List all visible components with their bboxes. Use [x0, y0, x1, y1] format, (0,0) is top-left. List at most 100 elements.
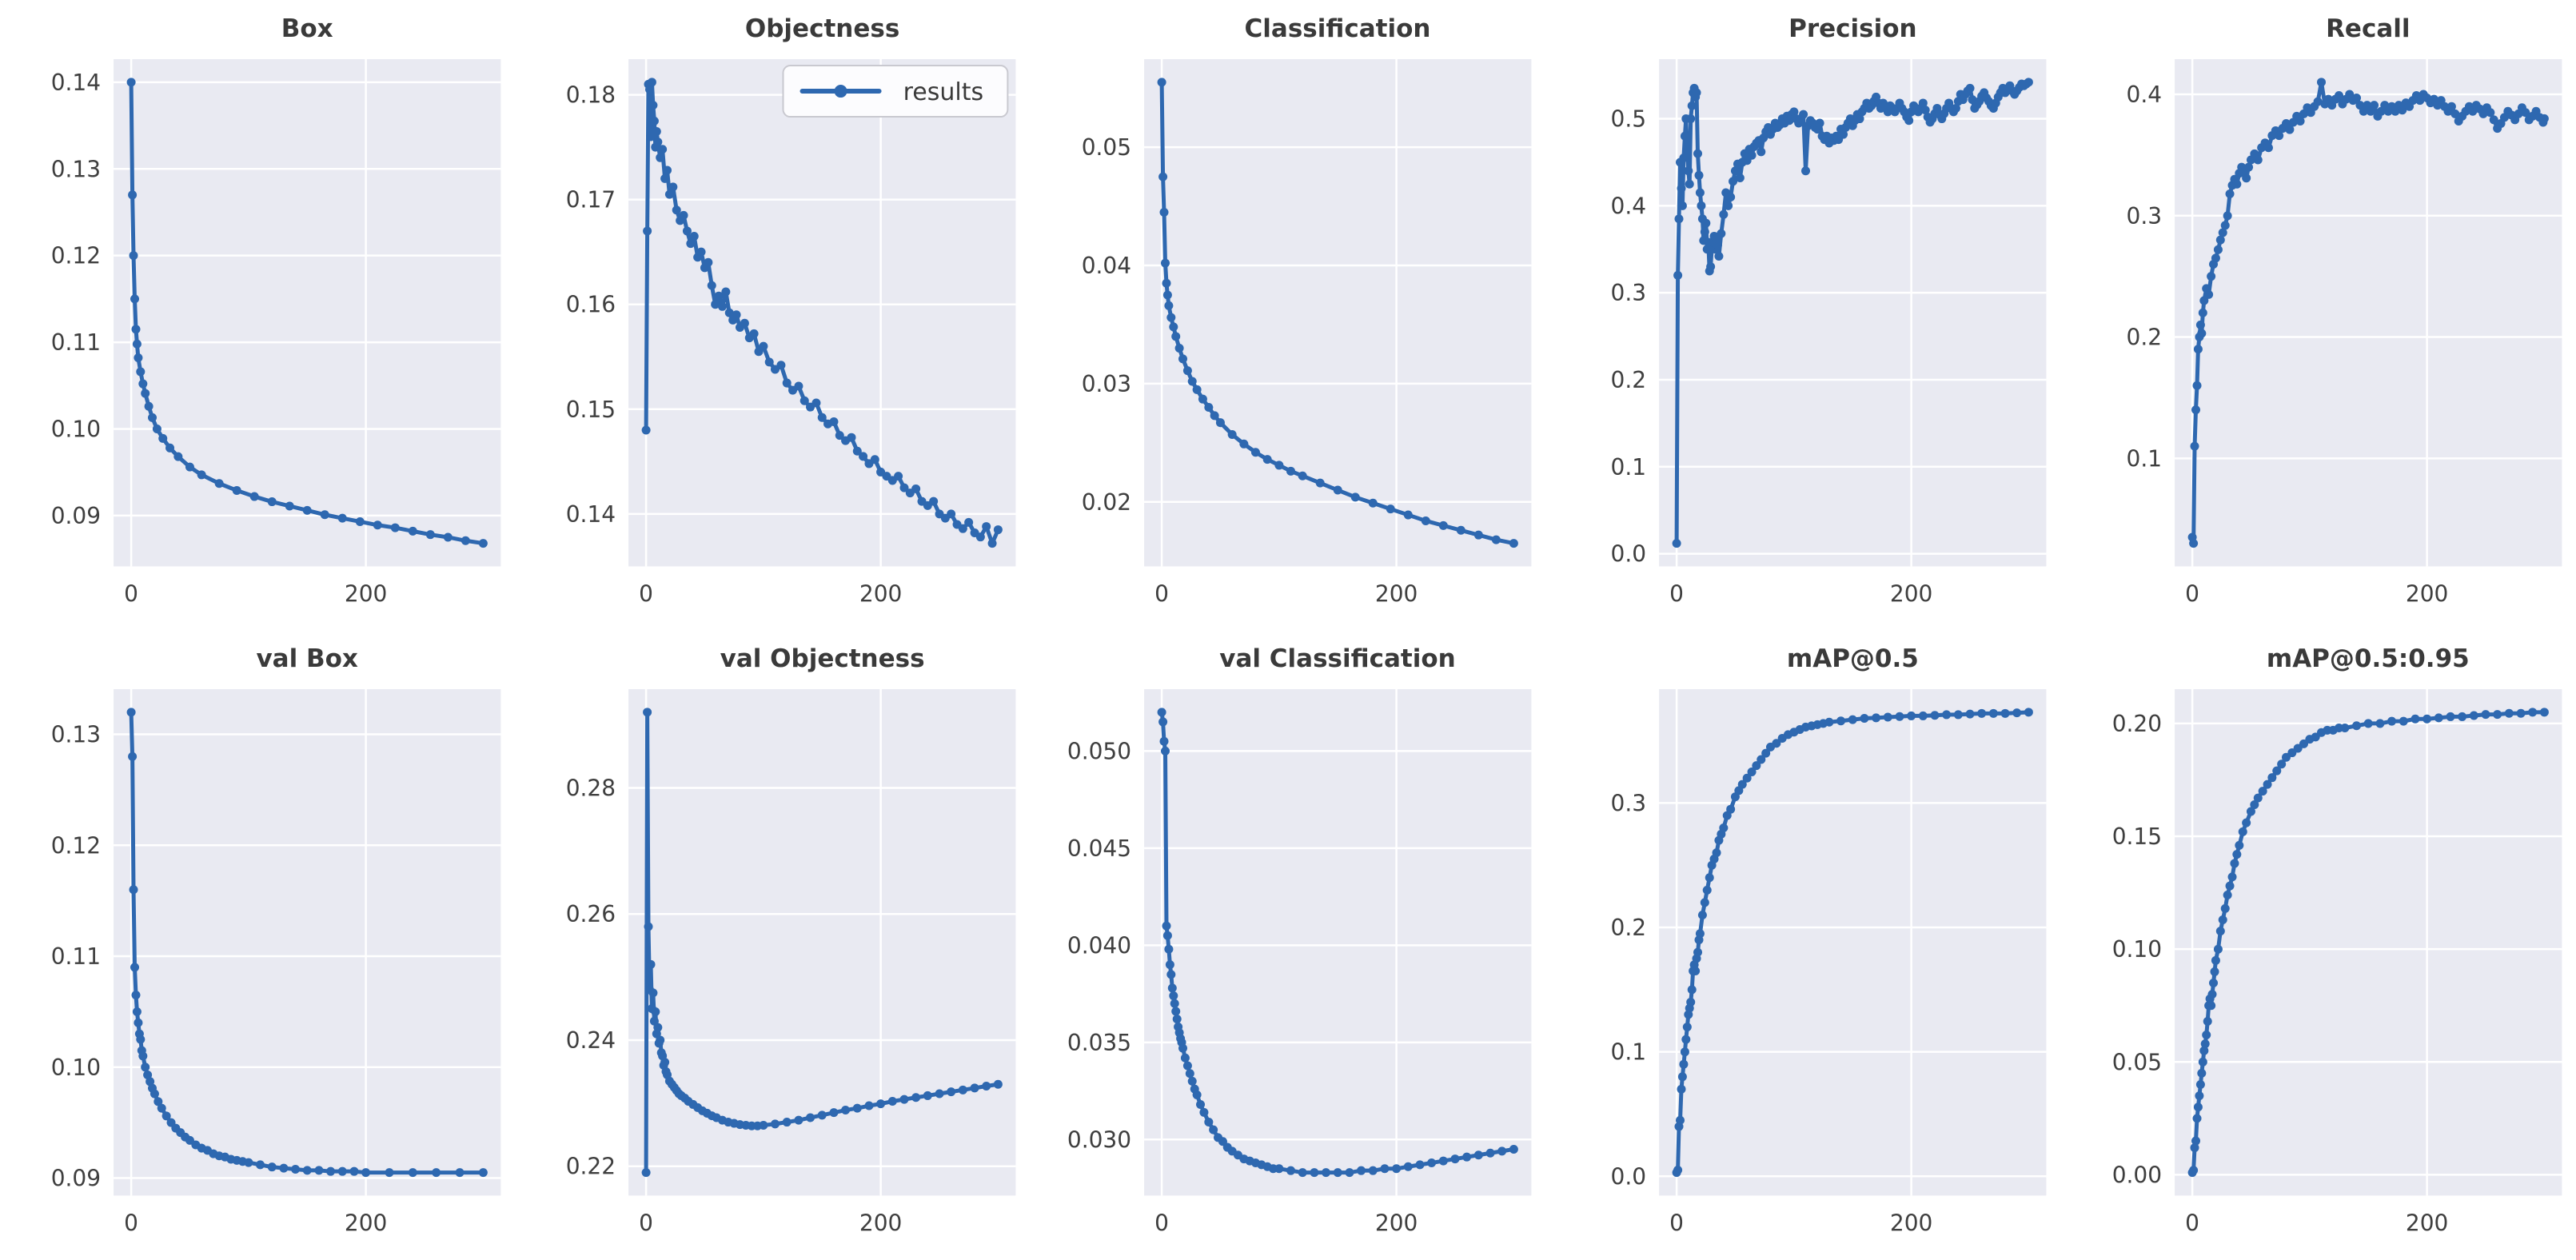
- y-tick-label: 0.10: [51, 416, 101, 442]
- y-tick-label: 0.12: [51, 833, 101, 859]
- map05-095-plot-canvas: 0.00 0.05 0.10 0.15 0.20 0 200: [2111, 689, 2562, 1237]
- precision-plot-canvas: 0.0 0.1 0.2 0.3 0.4 0.5 0 200: [1611, 59, 2047, 607]
- y-tick-label: 0.13: [51, 156, 101, 182]
- y-tick-label: 0.11: [51, 944, 101, 971]
- x-tick-label: 0: [640, 1210, 654, 1237]
- subplot-title: Precision: [1788, 14, 1917, 43]
- y-tick-label: 0.045: [1067, 835, 1131, 862]
- subplot-title: mAP@0.5:0.95: [2266, 644, 2470, 674]
- subplot-title: val Classification: [1219, 644, 1456, 674]
- y-tick-label: 0.26: [566, 902, 616, 928]
- val-objectness-plot-canvas: 0.22 0.24 0.26 0.28 0 200: [566, 689, 1016, 1237]
- y-tick-label: 0.1: [2126, 445, 2162, 472]
- y-tick-label: 0.030: [1067, 1127, 1131, 1154]
- y-tick-label: 0.13: [51, 722, 101, 748]
- subplot-objectness: Objectness 0.14 0.15 0.16 0.17 0.18 0 200 resul…: [515, 0, 1031, 631]
- y-tick-label: 0.15: [566, 397, 616, 423]
- subplot-val-box: val Box 0.09 0.10 0.11 0.12 0.13 0 200: [0, 630, 516, 1260]
- legend: results: [782, 65, 1009, 118]
- x-tick-label: 0: [124, 580, 138, 607]
- recall-plot-canvas: 0.1 0.2 0.3 0.4 0 200: [2126, 59, 2562, 607]
- legend-label: results: [903, 78, 984, 106]
- y-tick-label: 0.4: [2126, 82, 2162, 108]
- x-tick-label: 0: [2185, 1210, 2199, 1237]
- y-tick-label: 0.3: [1611, 280, 1647, 306]
- subplot-box: Box 0.09 0.10 0.11 0.12 0.13 0.14 0 200: [0, 0, 516, 631]
- y-tick-label: 0.3: [2126, 203, 2162, 229]
- subplot-map05: mAP@0.5 0.0 0.1 0.2 0.3 0 200: [1545, 630, 2061, 1260]
- x-tick-label: 200: [859, 580, 902, 607]
- subplot-title: Classification: [1244, 14, 1431, 43]
- box-plot-canvas: 0.09 0.10 0.11 0.12 0.13 0.14 0 200: [51, 59, 501, 607]
- subplot-title: val Objectness: [720, 644, 925, 674]
- y-tick-label: 0.4: [1611, 193, 1647, 219]
- subplot-title: Objectness: [744, 14, 900, 43]
- y-tick-label: 0.22: [566, 1154, 616, 1180]
- subplot-recall: Recall 0.1 0.2 0.3 0.4 0 200: [2060, 0, 2576, 631]
- x-tick-label: 0: [1669, 1210, 1684, 1237]
- y-tick-label: 0.16: [566, 292, 616, 318]
- x-tick-label: 0: [1154, 580, 1169, 607]
- x-tick-label: 200: [345, 580, 387, 607]
- x-tick-label: 200: [2405, 580, 2447, 607]
- y-tick-label: 0.1: [1611, 1039, 1647, 1066]
- y-tick-label: 0.2: [2126, 325, 2162, 351]
- y-tick-label: 0.1: [1611, 454, 1647, 480]
- y-tick-label: 0.05: [1082, 134, 1131, 161]
- subplot-val-classification: val Classification 0.030 0.035 0.040 0.045 0…: [1030, 630, 1546, 1260]
- x-tick-label: 0: [2185, 580, 2199, 607]
- y-tick-label: 0.5: [1611, 106, 1647, 133]
- subplot-val-objectness: val Objectness 0.22 0.24 0.26 0.28 0 200: [515, 630, 1031, 1260]
- map05-plot-canvas: 0.0 0.1 0.2 0.3 0 200: [1611, 689, 2047, 1237]
- x-tick-label: 200: [2405, 1210, 2447, 1237]
- x-tick-label: 0: [124, 1210, 138, 1237]
- x-tick-label: 200: [1375, 1210, 1418, 1237]
- x-tick-label: 0: [640, 580, 654, 607]
- y-tick-label: 0.09: [51, 503, 101, 529]
- y-tick-label: 0.12: [51, 243, 101, 269]
- y-tick-label: 0.15: [2111, 824, 2161, 851]
- y-tick-label: 0.3: [1611, 791, 1647, 817]
- y-tick-label: 0.18: [566, 82, 616, 109]
- x-tick-label: 200: [1890, 1210, 1932, 1237]
- y-tick-label: 0.02: [1082, 489, 1131, 516]
- y-tick-label: 0.09: [51, 1166, 101, 1192]
- subplot-title: mAP@0.5: [1786, 644, 1919, 674]
- y-tick-label: 0.2: [1611, 367, 1647, 393]
- x-tick-label: 0: [1154, 1210, 1169, 1237]
- classification-plot-canvas: 0.02 0.03 0.04 0.05 0 200: [1082, 59, 1532, 607]
- val-box-plot-canvas: 0.09 0.10 0.11 0.12 0.13 0 200: [51, 689, 501, 1237]
- y-tick-label: 0.24: [566, 1027, 616, 1054]
- y-tick-label: 0.050: [1067, 739, 1131, 765]
- y-tick-label: 0.10: [51, 1055, 101, 1081]
- x-tick-label: 200: [1375, 580, 1418, 607]
- y-tick-label: 0.20: [2111, 711, 2161, 737]
- subplot-title: Box: [281, 14, 333, 43]
- x-tick-label: 200: [859, 1210, 902, 1237]
- subplot-map05-095: mAP@0.5:0.95 0.00 0.05 0.10 0.15 0.20 0 200: [2060, 630, 2576, 1260]
- y-tick-label: 0.0: [1611, 1164, 1647, 1190]
- y-tick-label: 0.0: [1611, 541, 1647, 568]
- y-tick-label: 0.14: [566, 501, 616, 528]
- y-tick-label: 0.14: [51, 70, 101, 96]
- val-classification-plot-canvas: 0.030 0.035 0.040 0.045 0.050 0 200: [1067, 689, 1532, 1237]
- y-tick-label: 0.03: [1082, 371, 1131, 397]
- y-tick-label: 0.040: [1067, 933, 1131, 959]
- y-tick-label: 0.11: [51, 329, 101, 356]
- y-tick-label: 0.05: [2111, 1050, 2161, 1076]
- y-tick-label: 0.2: [1611, 915, 1647, 941]
- y-tick-label: 0.04: [1082, 253, 1131, 279]
- x-tick-label: 0: [1669, 580, 1684, 607]
- x-tick-label: 200: [1890, 580, 1932, 607]
- x-tick-label: 200: [345, 1210, 387, 1237]
- y-tick-label: 0.00: [2111, 1162, 2161, 1189]
- y-tick-label: 0.17: [566, 187, 616, 213]
- y-tick-label: 0.28: [566, 776, 616, 802]
- y-tick-label: 0.10: [2111, 937, 2161, 963]
- legend-marker-sample: [834, 85, 847, 98]
- y-tick-label: 0.035: [1067, 1030, 1131, 1056]
- subplot-title: val Box: [256, 644, 358, 674]
- subplot-title: Recall: [2326, 14, 2411, 43]
- subplot-precision: Precision 0.0 0.1 0.2 0.3 0.4 0.5 0 200: [1545, 0, 2061, 631]
